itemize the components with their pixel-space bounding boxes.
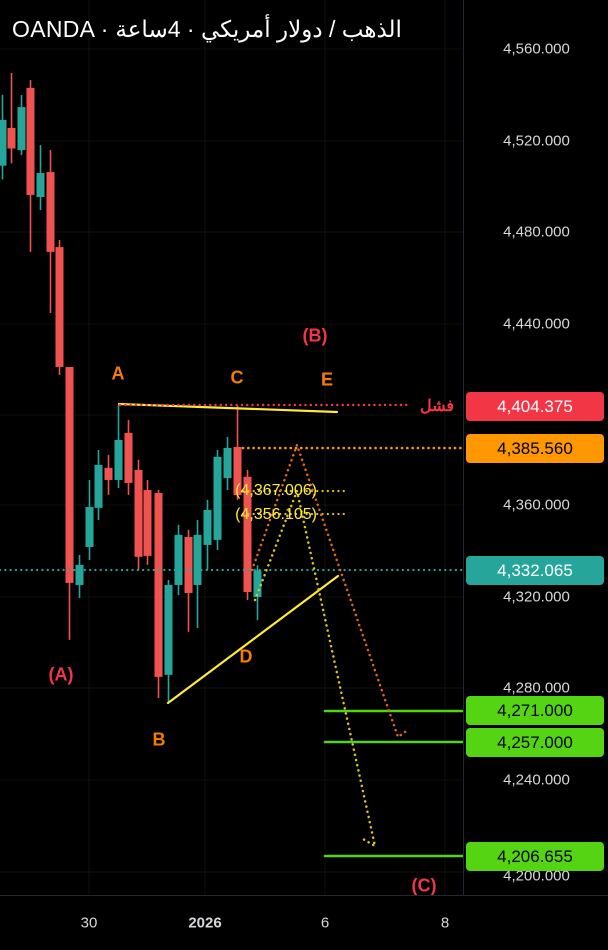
candle-down [243, 469, 252, 601]
candle-body [154, 493, 163, 677]
candle-up [193, 519, 202, 628]
candle-body [243, 476, 252, 593]
candle-body [134, 469, 143, 557]
candle-down [65, 366, 74, 640]
candle-down [233, 405, 242, 500]
trendline[interactable] [166, 574, 340, 705]
candle-body [36, 172, 45, 198]
time-axis-label: 30 [80, 914, 98, 932]
price-tag: 4,332.065 [466, 555, 604, 585]
candle-body [213, 456, 222, 540]
candle-body [94, 464, 103, 508]
candle-body [65, 366, 74, 583]
candle-down [124, 420, 133, 495]
candle-body [124, 432, 133, 483]
price-tag: 4,404.375 [466, 391, 604, 421]
candle-body [0, 119, 7, 166]
candle-down [184, 529, 193, 632]
price-tag: 4,385.560 [466, 433, 604, 463]
price-tag: 4,206.655 [466, 841, 604, 871]
candle-body [253, 570, 262, 598]
candle-up [213, 449, 222, 550]
price-axis-label: 4,200.000 [503, 867, 570, 885]
candle-down [154, 490, 163, 698]
candle-body [233, 447, 242, 496]
candle-down [134, 459, 143, 570]
candle-body [7, 127, 16, 149]
candle-up [75, 554, 84, 598]
candle-body [174, 534, 183, 585]
candle-body [223, 447, 232, 479]
candle-body [193, 534, 202, 585]
candle-up [114, 404, 123, 488]
candle-up [223, 436, 232, 491]
candle-body [85, 506, 94, 547]
candle-up [85, 479, 94, 561]
candle-down [104, 454, 113, 495]
candle-up [0, 94, 7, 180]
time-axis-label: 2026 [188, 914, 222, 932]
candle-body [203, 509, 212, 545]
candle-up [36, 145, 45, 211]
candle-up [164, 579, 173, 703]
price-axis-label: 4,280.000 [503, 679, 570, 697]
time-axis[interactable]: 30 2026 6 8 [0, 895, 608, 950]
price-axis-label: 4,240.000 [503, 771, 570, 789]
price-axis[interactable]: 4,560.000 4,520.000 4,480.000 4,440.000 4,36… [463, 0, 608, 895]
candle-up [17, 94, 26, 155]
candle-body [75, 564, 84, 585]
candle-up [203, 499, 212, 570]
candle-body [26, 87, 35, 195]
time-axis-label: 6 [320, 914, 330, 932]
candle-body [164, 584, 173, 675]
candle-up [253, 565, 262, 621]
chart-canvas[interactable] [0, 0, 463, 895]
candle-down [143, 479, 152, 565]
candle-body [46, 172, 55, 252]
price-tag: 4,271.000 [466, 695, 604, 725]
candle-body [55, 247, 64, 367]
price-axis-label: 4,320.000 [503, 588, 570, 606]
projection-path[interactable] [250, 441, 411, 740]
candle-body [143, 490, 152, 556]
price-axis-label: 4,360.000 [503, 496, 570, 514]
candle-up [174, 524, 183, 596]
price-axis-label: 4,480.000 [503, 223, 570, 241]
trendline[interactable] [117, 402, 339, 414]
symbol-title[interactable]: OANDA · الذهب / دولار أمريكي · 4ساعة [12, 16, 402, 42]
candle-down [26, 80, 35, 252]
candle-body [17, 107, 26, 151]
candle-down [46, 150, 55, 313]
candle-down [55, 240, 64, 375]
price-tag: 4,257.000 [466, 727, 604, 757]
candle-body [184, 536, 193, 593]
candle-body [114, 439, 123, 480]
candle-up [94, 449, 103, 520]
time-axis-label: 8 [440, 914, 450, 932]
candle-body [104, 467, 113, 480]
price-axis-label: 4,520.000 [503, 132, 570, 150]
candle-down [7, 73, 16, 164]
price-axis-label: 4,440.000 [503, 315, 570, 333]
price-axis-label: 4,560.000 [503, 40, 570, 58]
projection-path[interactable] [253, 486, 377, 849]
